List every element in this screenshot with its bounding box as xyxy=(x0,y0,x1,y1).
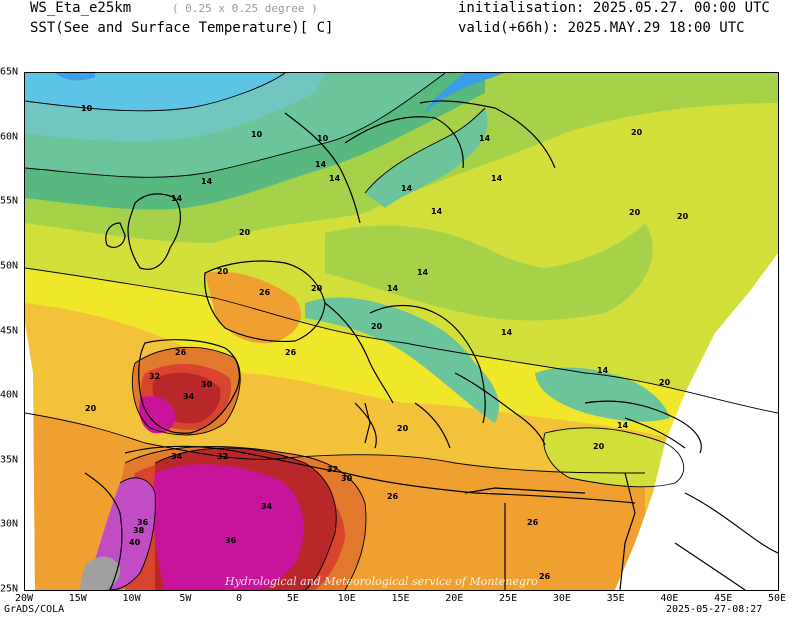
contour-label: 20 xyxy=(311,284,323,293)
contour-label: 40 xyxy=(129,538,141,547)
contour-label: 26 xyxy=(527,518,539,527)
contour-label: 10 xyxy=(317,134,329,143)
y-tick-label: 60N xyxy=(0,131,19,143)
contour-label: 20 xyxy=(593,442,605,451)
contour-label: 26 xyxy=(387,492,399,501)
x-tick-label: 15W xyxy=(68,593,87,604)
isotherm-lines xyxy=(25,73,778,590)
outside-domain-bottom xyxy=(25,573,35,590)
footer-software: GrADS/COLA xyxy=(4,604,65,615)
band-14-anatolia xyxy=(535,367,670,422)
y-tick-label: 65N xyxy=(0,66,19,78)
contour-label: 20 xyxy=(217,267,229,276)
x-tick-label: 25E xyxy=(499,593,518,604)
x-tick-label: 45E xyxy=(714,593,733,604)
x-tick-label: 15E xyxy=(391,593,410,604)
contour-label: 14 xyxy=(617,421,629,430)
contour-labels: 10 10 10 14 14 14 14 14 14 14 14 14 14 1… xyxy=(81,104,689,581)
contour-label: 36 xyxy=(137,518,149,527)
contour-label: 30 xyxy=(201,380,213,389)
band-east-18 xyxy=(325,223,653,321)
x-tick-label: 5W xyxy=(179,593,192,604)
band-baltic xyxy=(365,108,488,208)
contour-label: 10 xyxy=(251,130,263,139)
band-mountains xyxy=(305,297,499,423)
contour-label: 20 xyxy=(85,404,97,413)
x-tick-label: 40E xyxy=(660,593,679,604)
contour-label: 36 xyxy=(225,536,237,545)
contour-label: 32 xyxy=(327,465,338,474)
contour-label: 34 xyxy=(171,452,183,461)
init-time: initialisation: 2025.05.27. 00:00 UTC xyxy=(458,0,770,16)
y-tick-label: 30N xyxy=(0,518,19,530)
field-title: SST(See and Surface Temperature)[ C] xyxy=(30,20,334,36)
contour-label: 14 xyxy=(171,194,183,203)
contour-label: 30 xyxy=(341,474,353,483)
contour-label: 20 xyxy=(659,378,671,387)
contour-label: 20 xyxy=(397,424,409,433)
contour-label: 14 xyxy=(417,268,429,277)
watermark: Hydrological and Meteorological service … xyxy=(224,575,538,588)
x-tick-label: 20E xyxy=(445,593,464,604)
x-tick-label: 5E xyxy=(286,593,299,604)
x-tick-label: 20W xyxy=(14,593,34,604)
x-tick-label: 0 xyxy=(236,593,243,604)
contour-label: 14 xyxy=(201,177,213,186)
contour-label: 20 xyxy=(631,128,643,137)
x-tick-label: 10E xyxy=(337,593,356,604)
contour-label: 20 xyxy=(371,322,383,331)
contour-label: 20 xyxy=(239,228,251,237)
contour-label: 32 xyxy=(149,372,160,381)
grid-resolution: ( 0.25 x 0.25 degree ) xyxy=(172,2,318,15)
contour-label: 14 xyxy=(329,174,341,183)
contour-label: 14 xyxy=(401,184,413,193)
band-34 xyxy=(139,396,304,590)
band-10 xyxy=(25,73,285,111)
contour-label: 34 xyxy=(261,502,273,511)
y-tick-label: 40N xyxy=(0,389,19,401)
contour-label: 14 xyxy=(491,174,503,183)
contour-label: 14 xyxy=(387,284,399,293)
y-tick-label: 45N xyxy=(0,325,19,336)
contour-label: 32 xyxy=(217,452,228,461)
y-tick-label: 25N xyxy=(0,583,19,595)
contour-label: 14 xyxy=(501,328,513,337)
band-40 xyxy=(80,556,121,590)
x-tick-label: 30E xyxy=(552,593,571,604)
model-name: WS_Eta_e25km xyxy=(30,0,132,16)
contour-label: 26 xyxy=(539,572,551,581)
contour-label: 26 xyxy=(285,348,297,357)
contour-label: 20 xyxy=(629,208,641,217)
contour-label: 20 xyxy=(677,212,689,221)
contour-label: 14 xyxy=(431,207,443,216)
y-tick-label: 35N xyxy=(0,454,19,466)
contour-label: 14 xyxy=(479,134,491,143)
x-tick-label: 10W xyxy=(122,593,141,604)
footer-timestamp: 2025-05-27-08:27 xyxy=(666,604,763,615)
sst-map-canvas: 10 10 10 14 14 14 14 14 14 14 14 14 14 1… xyxy=(25,73,778,590)
x-tick-label: 35E xyxy=(606,593,625,604)
y-tick-label: 55N xyxy=(0,195,19,207)
sst-map: 10 10 10 14 14 14 14 14 14 14 14 14 14 1… xyxy=(24,72,779,591)
contour-label: 26 xyxy=(175,348,187,357)
valid-time: valid(+66h): 2025.MAY.29 18:00 UTC xyxy=(458,20,745,36)
contour-label: 38 xyxy=(133,526,145,535)
x-tick-label: 50E xyxy=(767,593,787,604)
coastlines xyxy=(84,100,778,590)
contour-label: 14 xyxy=(315,160,327,169)
temperature-field xyxy=(25,73,778,590)
contour-label: 14 xyxy=(597,366,609,375)
band-below-8 xyxy=(55,73,505,113)
outside-domain xyxy=(615,253,778,590)
y-tick-label: 50N xyxy=(0,260,19,272)
contour-label: 10 xyxy=(81,104,93,113)
contour-label: 34 xyxy=(183,392,195,401)
contour-label: 26 xyxy=(259,288,271,297)
